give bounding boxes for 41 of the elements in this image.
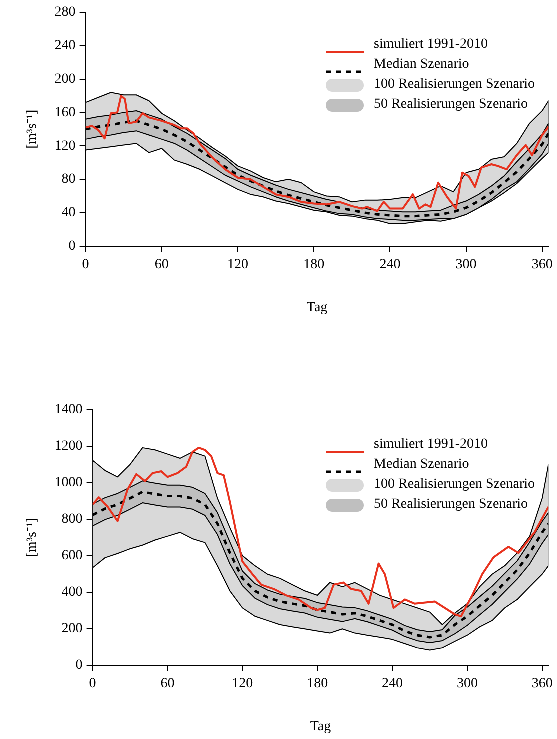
y-tick-label: 800 <box>62 512 83 528</box>
x-tick-label: 300 <box>456 257 477 272</box>
x-axis-title: Tag <box>306 300 328 316</box>
x-tick-label: 240 <box>382 676 404 692</box>
x-tick-label: 180 <box>304 257 325 272</box>
legend-label: 50 Realisierungen Szenario <box>374 496 528 514</box>
x-tick-label: 360 <box>532 257 553 272</box>
y-tick-label: 240 <box>54 38 76 54</box>
y-tick-label: 1400 <box>54 402 83 418</box>
y-tick-label: 120 <box>54 138 76 154</box>
x-tick-label: 240 <box>380 257 401 272</box>
y-tick-label: 200 <box>54 72 76 87</box>
y-tick-label: 0 <box>76 658 83 674</box>
x-tick-label: 60 <box>154 257 169 272</box>
x-tick-label: 120 <box>227 257 248 272</box>
legend-label: simuliert 1991-2010 <box>374 436 488 454</box>
legend-label: 50 Realisierungen Szenario <box>374 96 528 114</box>
y-tick-label: 280 <box>54 5 76 20</box>
x-tick-label: 120 <box>232 676 254 692</box>
x-axis-title: Tag <box>310 719 332 734</box>
x-tick-label: 360 <box>532 676 553 692</box>
y-axis-title: [m³s⁻¹] <box>25 110 40 149</box>
legend-label: simuliert 1991-2010 <box>374 36 488 54</box>
y-tick-label: 200 <box>62 622 83 637</box>
y-tick-label: 160 <box>54 105 76 120</box>
y-tick-label: 40 <box>62 206 76 221</box>
y-axis-title: [m³s⁻¹] <box>25 518 40 558</box>
legend-label: Median Szenario <box>374 456 470 474</box>
x-tick-label: 60 <box>160 676 175 692</box>
legend-label: 100 Realisierungen Szenario <box>374 76 535 94</box>
legend-label: Median Szenario <box>374 56 470 74</box>
y-tick-label: 400 <box>62 585 83 600</box>
y-tick-label: 1200 <box>54 439 83 454</box>
x-tick-label: 180 <box>307 676 328 692</box>
y-tick-label: 1000 <box>54 476 83 491</box>
x-tick-label: 300 <box>456 676 478 692</box>
y-tick-label: 80 <box>62 172 76 188</box>
y-tick-label: 600 <box>62 548 83 564</box>
x-tick-label: 0 <box>89 676 96 692</box>
legend-label: 100 Realisierungen Szenario <box>374 476 535 494</box>
y-tick-label: 0 <box>68 239 76 254</box>
